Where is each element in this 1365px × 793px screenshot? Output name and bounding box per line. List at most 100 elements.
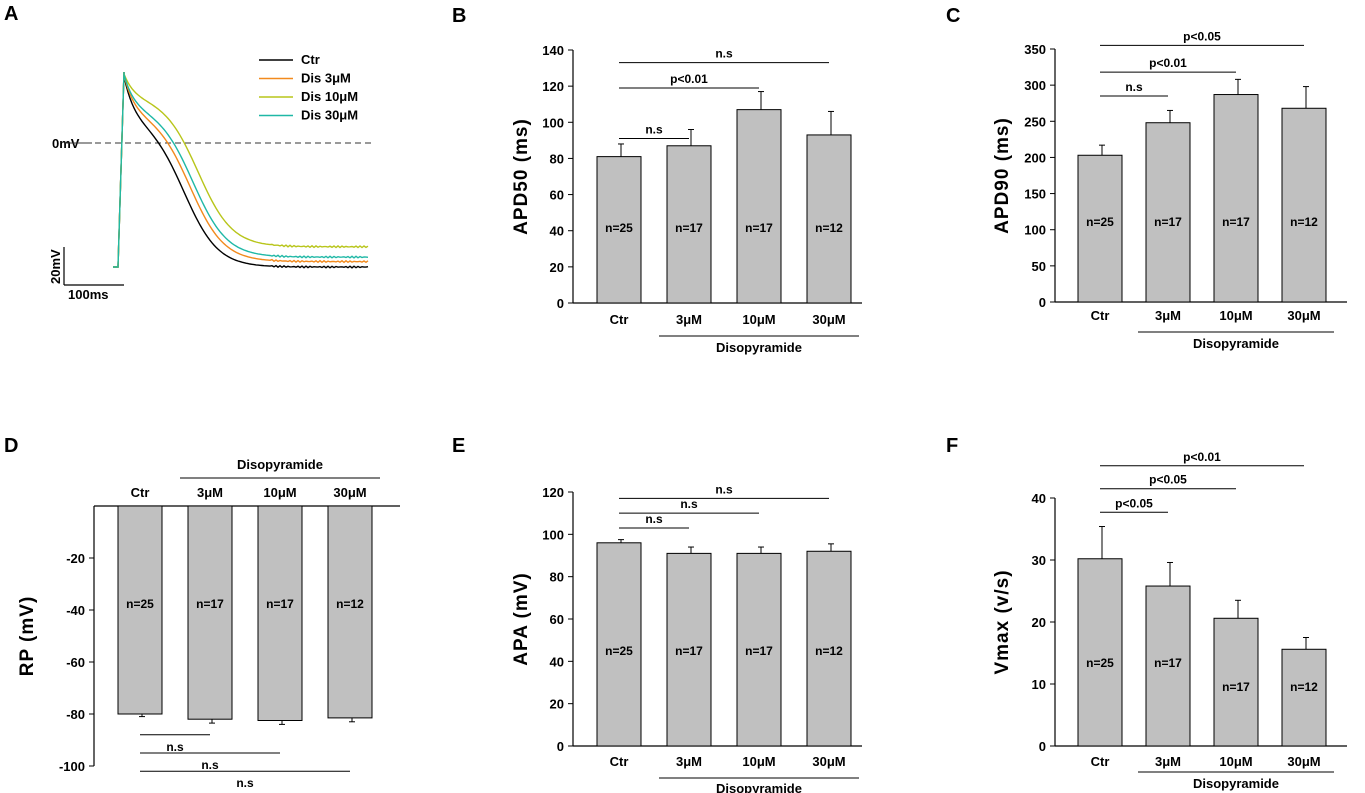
significance-label: p<0.01 (1149, 56, 1187, 70)
n-label: n=17 (1154, 215, 1182, 229)
y-tick-label: 80 (550, 151, 564, 166)
y-tick-label: -60 (66, 655, 85, 670)
panel-f-vmax: F 0 10 20 30 40 Vmax (v/s) n=25 Ctr n=17 3μM n=17 1… (946, 435, 1347, 791)
bar (1077, 154, 1123, 303)
panel-letter-e: E (452, 435, 465, 457)
y-tick-label: 20 (550, 260, 564, 275)
y-tick-label: 30 (1032, 553, 1046, 568)
x-tick-label: Ctr (610, 312, 629, 327)
bar (596, 542, 642, 747)
panel-letter-f: F (946, 435, 958, 457)
n-label: n=25 (605, 644, 633, 658)
y-tick-label: 40 (1032, 491, 1046, 506)
legend-label: Dis 3μM (301, 71, 351, 86)
significance-label: n.s (680, 497, 698, 511)
bar (736, 552, 782, 747)
panel-e-apa: E 0 20 40 60 80 100 120 APA (mV) n=25 Ctr n=17 3μM n… (452, 435, 862, 793)
x-tick-label: 3μM (1155, 308, 1181, 323)
panel-c-apd90: C 0 50 100 150 200 250 300 350 APD90 (ms) n=25 Ctr… (946, 5, 1347, 351)
group-label: Disopyramide (716, 340, 802, 355)
trace-line (113, 71, 369, 269)
y-tick-label: 350 (1024, 42, 1046, 57)
bar (257, 505, 303, 721)
n-label: n=12 (1290, 215, 1318, 229)
y-tick-label: 140 (542, 43, 564, 58)
y-axis-label: APD50 (ms) (511, 118, 532, 235)
bar (736, 109, 782, 304)
n-label: n=17 (1154, 656, 1182, 670)
bar (327, 505, 373, 719)
y-tick-label: 40 (550, 654, 564, 669)
panel-letter-a: A (4, 3, 18, 25)
legend-label: Ctr (301, 52, 320, 67)
bar (1213, 617, 1259, 747)
n-label: n=12 (815, 644, 843, 658)
x-tick-label: 3μM (676, 754, 702, 769)
y-tick-label: 0 (557, 296, 564, 311)
significance-label: p<0.05 (1115, 496, 1153, 510)
significance-label: n.s (201, 758, 219, 772)
y-tick-label: 250 (1024, 114, 1046, 129)
significance-label: n.s (166, 740, 184, 754)
bar (1213, 94, 1259, 303)
x-tick-label: 30μM (1287, 308, 1320, 323)
y-tick-label: -80 (66, 707, 85, 722)
bar (596, 156, 642, 304)
panel-letter-d: D (4, 435, 18, 457)
significance-label: p<0.01 (670, 72, 708, 86)
x-tick-label: Ctr (131, 485, 150, 500)
y-tick-label: -20 (66, 551, 85, 566)
bar (1077, 558, 1123, 747)
x-tick-label: 30μM (333, 485, 366, 500)
significance-label: n.s (715, 482, 733, 496)
significance-label: n.s (1125, 80, 1143, 94)
y-tick-label: 80 (550, 570, 564, 585)
n-label: n=17 (745, 644, 773, 658)
x-tick-label: 10μM (263, 485, 296, 500)
n-label: n=25 (1086, 656, 1114, 670)
x-tick-label: Ctr (1091, 754, 1110, 769)
significance-label: p<0.01 (1183, 450, 1221, 464)
y-tick-label: 200 (1024, 150, 1046, 165)
n-label: n=25 (605, 221, 633, 235)
n-label: n=12 (1290, 680, 1318, 694)
significance-label: p<0.05 (1149, 473, 1187, 487)
scale-bar-time-label: 100ms (68, 287, 108, 302)
bar (1281, 648, 1327, 747)
bar (187, 505, 233, 720)
x-tick-label: 10μM (1219, 308, 1252, 323)
trace-line (113, 71, 369, 268)
x-tick-label: 10μM (742, 312, 775, 327)
bar (666, 145, 712, 304)
trace-line (113, 71, 369, 268)
y-tick-label: -40 (66, 603, 85, 618)
x-tick-label: 10μM (742, 754, 775, 769)
n-label: n=17 (266, 597, 294, 611)
x-tick-label: 30μM (1287, 754, 1320, 769)
trace-line (113, 71, 369, 268)
n-label: n=17 (675, 644, 703, 658)
y-tick-label: 60 (550, 188, 564, 203)
n-label: n=17 (675, 221, 703, 235)
x-tick-label: Ctr (1091, 308, 1110, 323)
bar (1145, 122, 1191, 303)
legend-label: Dis 10μM (301, 89, 358, 104)
y-tick-label: 120 (542, 485, 564, 500)
n-label: n=17 (745, 221, 773, 235)
bar (806, 550, 852, 747)
legend-label: Dis 30μM (301, 108, 358, 123)
y-tick-label: 300 (1024, 78, 1046, 93)
n-label: n=17 (1222, 680, 1250, 694)
significance-label: n.s (715, 47, 733, 61)
significance-label: p<0.05 (1183, 29, 1221, 43)
n-label: n=17 (196, 597, 224, 611)
n-label: n=17 (1222, 215, 1250, 229)
ap-traces (113, 71, 369, 269)
x-tick-label: 3μM (1155, 754, 1181, 769)
n-label: n=25 (126, 597, 154, 611)
y-tick-label: 20 (550, 697, 564, 712)
panel-d-rp: D -100 -80 -60 -40 -20 RP (mV) n=25 Ctr n=17 3μM n… (4, 435, 400, 790)
legend-a: Ctr Dis 3μM Dis 10μM Dis 30μM (259, 52, 358, 123)
